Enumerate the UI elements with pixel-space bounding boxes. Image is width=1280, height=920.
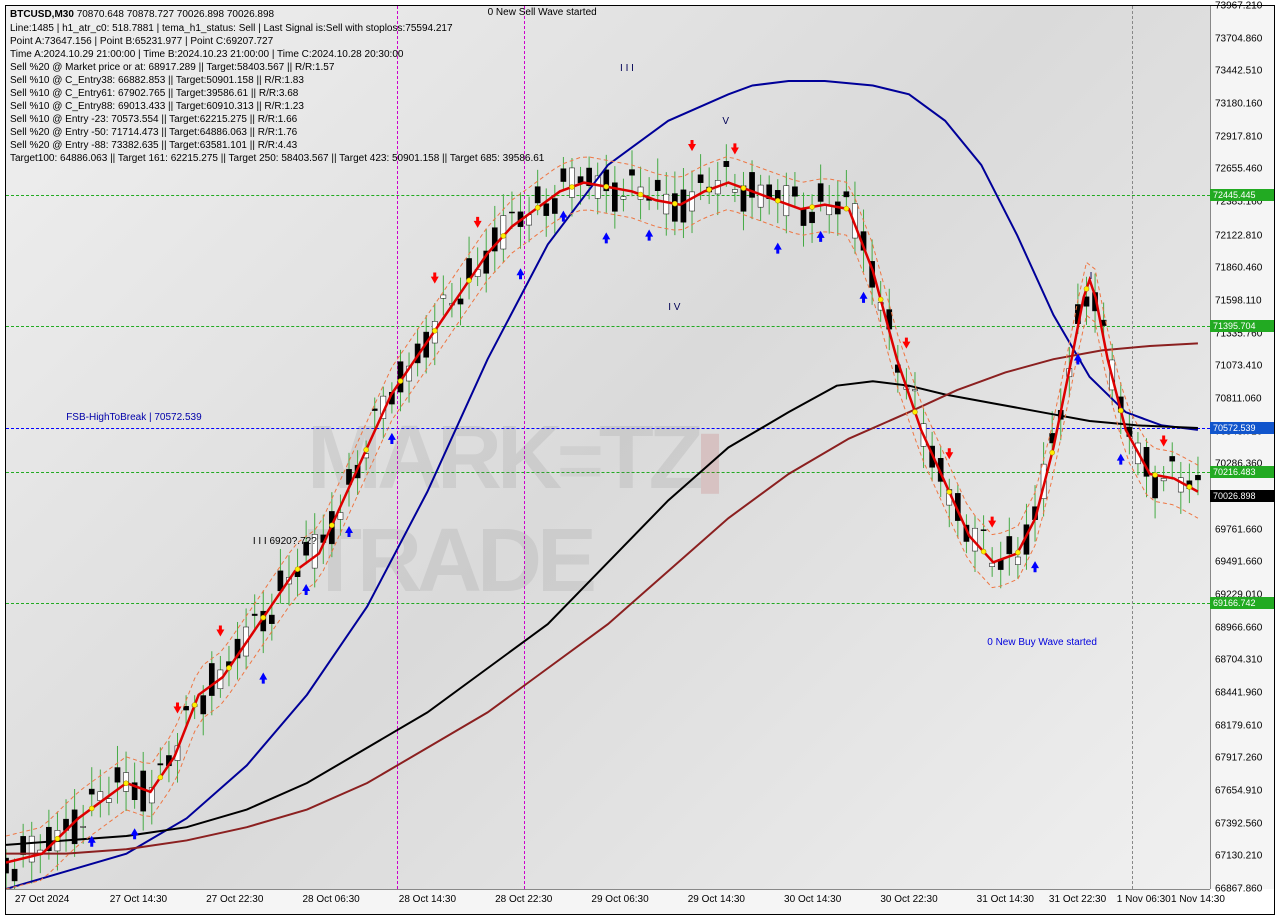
y-axis: 73967.21073704.86073442.51073180.1607291…	[1210, 6, 1274, 889]
candles-group	[6, 144, 1201, 889]
price-tag: 71395.704	[1210, 320, 1274, 332]
y-axis-label: 68179.610	[1215, 720, 1262, 731]
x-axis-label: 31 Oct 22:30	[1049, 894, 1106, 905]
info-lines: Line:1485 | h1_atr_c0: 518.7881 | tema_h…	[10, 22, 810, 165]
top-wave-label: 0 New Sell Wave started	[488, 6, 597, 19]
x-axis-label: 27 Oct 22:30	[206, 894, 263, 905]
x-axis-label: 30 Oct 14:30	[784, 894, 841, 905]
y-axis-label: 71073.410	[1215, 361, 1262, 372]
price-tag: 70216.483	[1210, 466, 1274, 478]
y-axis-label: 73442.510	[1215, 66, 1262, 77]
y-axis-label: 69491.660	[1215, 557, 1262, 568]
y-axis-label: 73180.160	[1215, 99, 1262, 110]
y-axis-label: 68704.310	[1215, 655, 1262, 666]
chart-area[interactable]: MARK=TZTRADE BTCUSD,M30 70870.648 70878.…	[6, 6, 1210, 889]
chart-header: BTCUSD,M30 70870.648 70878.727 70026.898…	[10, 8, 274, 21]
price-tag: 69166.742	[1210, 597, 1274, 609]
x-axis-label: 28 Oct 14:30	[399, 894, 456, 905]
y-axis-label: 68441.960	[1215, 687, 1262, 698]
y-axis-label: 68966.660	[1215, 622, 1262, 633]
y-axis-label: 70811.060	[1215, 393, 1262, 404]
y-axis-label: 67130.210	[1215, 851, 1262, 862]
y-axis-label: 73704.860	[1215, 33, 1262, 44]
y-axis-label: 71860.460	[1215, 263, 1262, 274]
x-axis-label: 29 Oct 14:30	[688, 894, 745, 905]
x-axis-label: 28 Oct 06:30	[302, 894, 359, 905]
y-axis-label: 72655.460	[1215, 164, 1262, 175]
x-axis-label: 28 Oct 22:30	[495, 894, 552, 905]
x-axis-label: 1 Nov 06:30	[1117, 894, 1171, 905]
x-axis-label: 30 Oct 22:30	[880, 894, 937, 905]
x-axis-label: 1 Nov 14:30	[1171, 894, 1225, 905]
x-axis-label: 31 Oct 14:30	[977, 894, 1034, 905]
ma-lines-group	[6, 81, 1198, 889]
price-tag: 70026.898	[1210, 490, 1274, 502]
chart-container: MARK=TZTRADE BTCUSD,M30 70870.648 70878.…	[5, 5, 1275, 915]
y-axis-label: 67917.260	[1215, 753, 1262, 764]
channel-group	[6, 157, 1198, 889]
y-axis-label: 67654.910	[1215, 785, 1262, 796]
price-tag: 72445.445	[1210, 189, 1274, 201]
y-axis-label: 73967.210	[1215, 1, 1262, 12]
y-axis-label: 72917.810	[1215, 131, 1262, 142]
x-axis-label: 29 Oct 06:30	[591, 894, 648, 905]
y-axis-label: 66867.860	[1215, 884, 1262, 895]
x-axis-label: 27 Oct 2024	[15, 894, 69, 905]
price-tag: 70572.539	[1210, 422, 1274, 434]
x-axis: 27 Oct 2024 27 Oct 14:30 27 Oct 22:30 28 Oc…	[6, 889, 1210, 914]
y-axis-label: 71598.110	[1215, 295, 1262, 306]
x-axis-label: 27 Oct 14:30	[110, 894, 167, 905]
y-axis-label: 67392.560	[1215, 818, 1262, 829]
y-axis-label: 69761.660	[1215, 524, 1262, 535]
y-axis-label: 72122.810	[1215, 230, 1262, 241]
